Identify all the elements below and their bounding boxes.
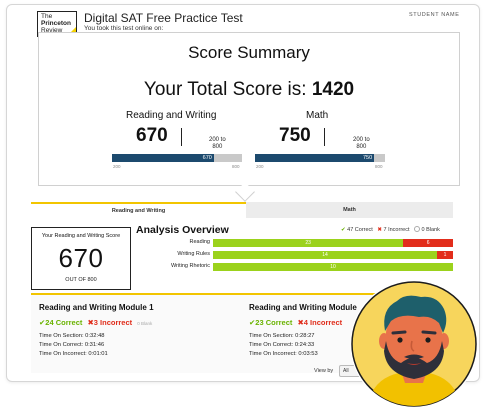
section-bar-math: 750: [255, 154, 385, 162]
analysis-bar-incorrect-segment: 6: [403, 239, 453, 247]
module-blank-count: 0 Blank: [137, 321, 153, 326]
module-time-incorrect: Time On Incorrect: 0:01:01: [39, 351, 108, 357]
tab-math[interactable]: Math: [246, 202, 453, 218]
section-name-rw: Reading and Writing: [126, 110, 217, 121]
section-score-math: 750: [279, 125, 311, 146]
x-icon: ✖: [87, 318, 94, 327]
analysis-row-label-writing-rhetoric: Writing Rhetoric: [170, 263, 210, 269]
section-score-box: Your Reading and Writing Score 670 OUT O…: [31, 227, 131, 290]
score-summary-title: Score Summary: [188, 43, 310, 62]
bearded-man-avatar: [350, 280, 478, 408]
module-correct-count: 24 Correct: [45, 318, 83, 327]
module-time-correct: Time On Correct: 0:31:46: [39, 342, 105, 348]
tab-reading-and-writing[interactable]: Reading and Writing: [31, 202, 246, 218]
test-title: Digital SAT Free Practice Test: [84, 11, 243, 25]
logo-text-line2: Princeton: [41, 20, 71, 27]
module-time-correct: Time On Correct: 0:24:33: [249, 342, 315, 348]
section-name-math: Math: [306, 110, 329, 121]
check-icon: ✔: [249, 318, 256, 327]
analysis-bar-correct-segment: 23: [213, 239, 404, 247]
section-bar-fill-math: 750: [255, 154, 375, 162]
section-tabs: Reading and Writing Math: [31, 202, 453, 218]
logo-corner-icon: [67, 27, 76, 36]
check-icon: ✔: [341, 227, 346, 233]
circle-icon: [414, 226, 421, 232]
module-time-section: Time On Section: 0:28:27: [249, 333, 315, 339]
x-icon: ✖: [377, 227, 382, 233]
x-icon: ✖: [297, 318, 304, 327]
section-separator-math: [324, 128, 325, 146]
score-summary-panel: Score Summary Your Total Score is: 1420 …: [38, 32, 460, 186]
analysis-row-label-writing-rules: Writing Rules: [177, 251, 210, 257]
check-icon: ✔: [39, 318, 46, 327]
analysis-bar-writing-rules: 14 1: [213, 251, 453, 259]
bar-max-rw: 800: [232, 164, 240, 169]
student-name-label: STUDENT NAME: [409, 12, 460, 18]
logo-text-line1: The: [41, 13, 53, 20]
module-incorrect-count: 3 Incorrect: [93, 318, 133, 327]
legend-incorrect: 7 Incorrect: [383, 227, 410, 233]
module-incorrect-count: 4 Incorrect: [303, 318, 343, 327]
section-separator-rw: [181, 128, 182, 146]
legend-correct: 47 Correct: [347, 227, 373, 233]
legend-blank: 0 Blank: [421, 227, 440, 233]
module-stats: ✔24 Correct ✖3 Incorrect 0 Blank: [39, 318, 152, 327]
section-score-rw: 670: [136, 125, 168, 146]
analysis-bar-correct-segment: 14: [213, 251, 437, 259]
analysis-bar-correct-segment: 10: [213, 263, 453, 271]
bar-max-math: 800: [375, 164, 383, 169]
analysis-bar-writing-rhetoric: 10: [213, 263, 453, 271]
module-panel-1: Reading and Writing Module 1 ✔24 Correct…: [31, 293, 241, 373]
total-score-value: 1420: [311, 79, 355, 100]
section-range-math: 200 to 800: [353, 137, 370, 150]
module-title: Reading and Writing Module 1: [39, 303, 154, 312]
analysis-row-label-reading: Reading: [189, 239, 211, 245]
analysis-bar-incorrect-segment: 1: [437, 251, 453, 259]
bar-min-math: 200: [256, 164, 264, 169]
view-by-label: View by: [314, 368, 334, 374]
module-title: Reading and Writing Module 2: [249, 303, 359, 312]
analysis-legend: ✔ 47 Correct ✖ 7 Incorrect 0 Blank: [341, 226, 440, 233]
analysis-overview-title: Analysis Overview: [136, 224, 229, 236]
section-bar-rw: 670: [112, 154, 242, 162]
score-box-value: 670: [58, 243, 104, 273]
score-box-out-of: OUT OF 800: [65, 277, 97, 283]
module-stats: ✔23 Correct ✖4 Incorrect: [249, 318, 342, 327]
test-date-label: You took this test online on:: [84, 25, 164, 32]
section-range-rw: 200 to 800: [209, 137, 226, 150]
total-score: Your Total Score is: 1420: [39, 79, 459, 101]
analysis-bar-reading: 23 6: [213, 239, 453, 247]
logo-text-line3: Review: [41, 27, 63, 34]
bar-min-rw: 200: [113, 164, 121, 169]
score-box-label: Your Reading and Writing Score: [41, 233, 121, 239]
module-time-section: Time On Section: 0:32:48: [39, 333, 105, 339]
module-time-incorrect: Time On Incorrect: 0:03:53: [249, 351, 318, 357]
section-bar-fill-rw: 670: [112, 154, 214, 162]
module-correct-count: 23 Correct: [255, 318, 293, 327]
total-score-label: Your Total Score is:: [143, 79, 307, 100]
